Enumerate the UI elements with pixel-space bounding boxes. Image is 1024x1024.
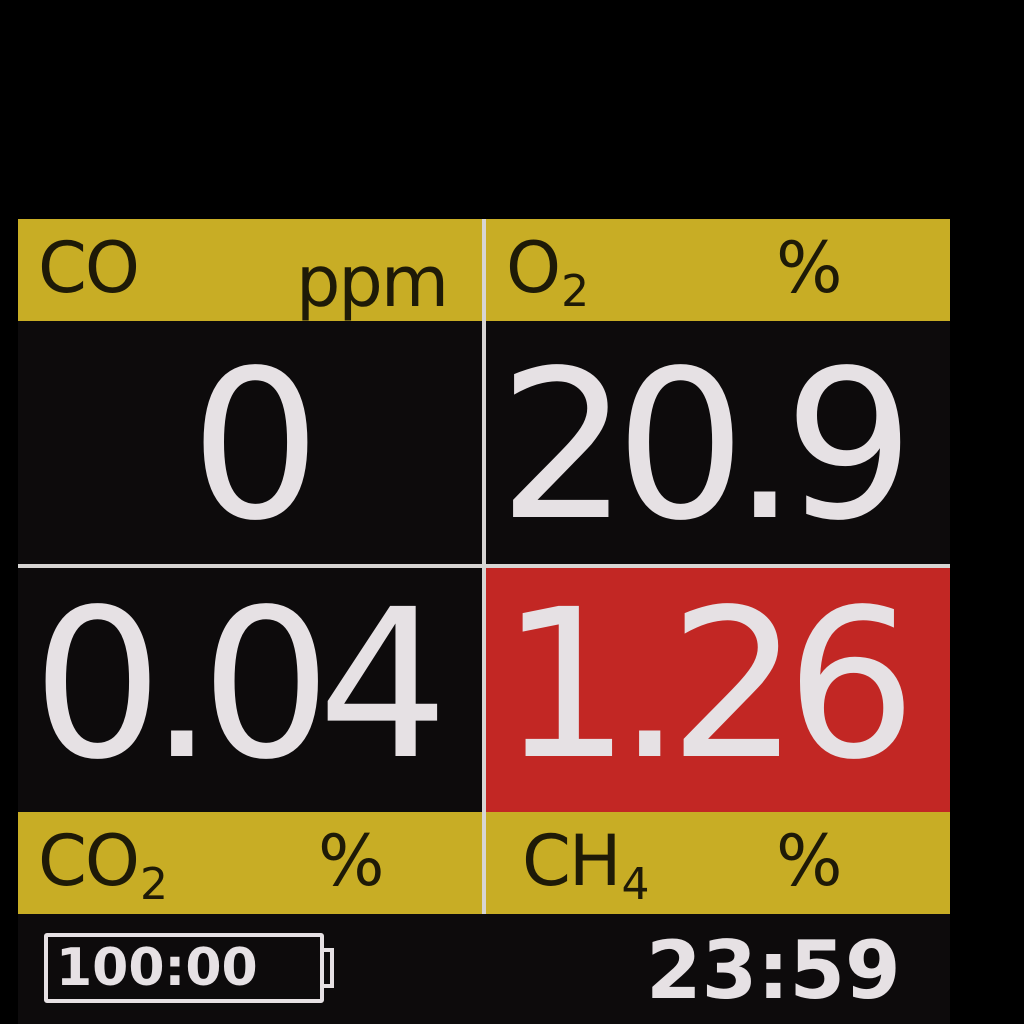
- horizontal-divider: [18, 564, 950, 568]
- co-reading: 0: [190, 326, 321, 564]
- battery-icon: [44, 933, 324, 1003]
- ch4-reading: 1.26: [500, 568, 917, 805]
- ch4-gas-label: CH4: [522, 820, 650, 910]
- battery-runtime: 100:00: [56, 938, 258, 998]
- ch4-label-bar: CH4 %: [486, 812, 950, 914]
- ch4-reading-cell: 1.26: [486, 568, 950, 812]
- co2-reading-cell: 0.04: [18, 568, 482, 812]
- gas-monitor-display: CO ppm O2 % 0 20.9 0.04 1.26 CO2 % CH4 %…: [18, 219, 950, 1024]
- o2-reading-cell: 20.9: [486, 321, 950, 564]
- o2-gas-label: O2: [506, 227, 589, 317]
- co-reading-cell: 0: [18, 321, 482, 564]
- co2-label-bar: CO2 %: [18, 812, 482, 914]
- o2-gas-subscript: 2: [561, 266, 589, 317]
- ch4-unit-label: %: [776, 820, 843, 902]
- co2-unit-label: %: [318, 820, 385, 902]
- clock-time: 23:59: [646, 924, 901, 1017]
- battery-tip: [324, 948, 334, 988]
- co2-gas-subscript: 2: [139, 859, 168, 910]
- o2-reading: 20.9: [498, 326, 915, 564]
- co-unit-label: ppm: [296, 241, 449, 321]
- co2-gas-label: CO2: [38, 820, 168, 910]
- co2-reading: 0.04: [32, 568, 449, 805]
- co-label-bar: CO ppm: [18, 219, 482, 321]
- o2-label-bar: O2 %: [486, 219, 950, 321]
- o2-unit-label: %: [776, 227, 843, 309]
- ch4-gas-subscript: 4: [621, 859, 650, 910]
- co-gas-label: CO: [38, 227, 140, 309]
